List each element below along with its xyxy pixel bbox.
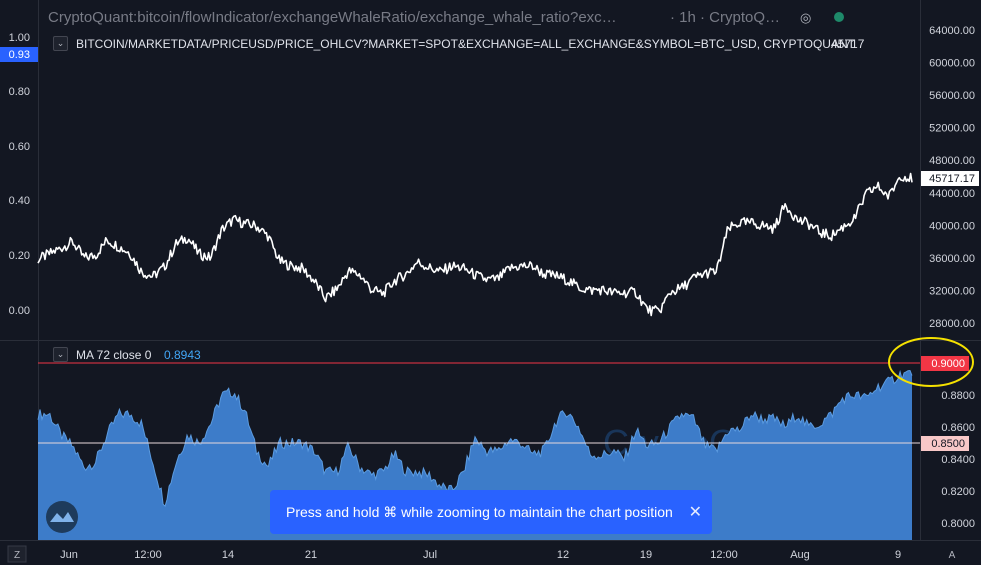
- highlight-circle: [888, 337, 974, 387]
- hline-0.90-label: 0.9000: [931, 358, 965, 370]
- logo-mountain-icon: [50, 512, 74, 522]
- interval-label: · 1h · CryptoQ…: [670, 9, 781, 26]
- left-axis-tick: 0.20: [9, 250, 30, 262]
- ma-legend: MA 72 close 0: [76, 348, 152, 362]
- ratio-axis[interactable]: 0.8800 0.8600 0.8400 0.8200 0.8000: [941, 390, 975, 530]
- status-dot-icon: [834, 12, 844, 22]
- right-scale-badge-label: A: [949, 550, 956, 561]
- left-axis-tick: 1.00: [9, 32, 30, 44]
- ratio-line: [37, 369, 913, 508]
- toast-message: Press and hold ⌘ while zooming to mainta…: [286, 503, 673, 520]
- x-tick: Jun: [60, 549, 78, 561]
- zoom-hint-toast: Press and hold ⌘ while zooming to mainta…: [270, 490, 712, 534]
- price-axis-tick: 40000.00: [929, 220, 975, 232]
- left-axis[interactable]: 1.00 0.80 0.60 0.40 0.20 0.00: [9, 32, 30, 317]
- x-tick: 12:00: [710, 549, 738, 561]
- close-icon[interactable]: ✕: [688, 504, 702, 521]
- x-tick: 12:00: [134, 549, 162, 561]
- ma-legend-value: 0.8943: [164, 348, 201, 362]
- price-axis-tick: 32000.00: [929, 285, 975, 297]
- price-axis-tick: 44000.00: [929, 188, 975, 200]
- x-tick: 19: [640, 549, 652, 561]
- ratio-axis-tick: 0.8200: [941, 486, 975, 498]
- ratio-axis-tick: 0.8600: [941, 422, 975, 434]
- x-tick: 9: [895, 549, 901, 561]
- auto-scale-left-button[interactable]: [7, 545, 27, 563]
- left-axis-tick: 0.60: [9, 141, 30, 153]
- x-tick: Aug: [790, 549, 810, 561]
- price-axis-tick: 48000.00: [929, 155, 975, 167]
- eye-slash-icon[interactable]: ◎: [800, 10, 812, 25]
- hline-0.85-label-bg: [921, 436, 969, 451]
- chevron-down-icon[interactable]: ⌄: [53, 36, 68, 51]
- x-tick: 14: [222, 549, 234, 561]
- ratio-axis-tick: 0.8400: [941, 454, 975, 466]
- cryptoquant-logo[interactable]: [46, 501, 78, 533]
- ratio-axis-tick: 0.8000: [941, 518, 975, 530]
- window-title: CryptoQuant:bitcoin/flowIndicator/exchan…: [48, 9, 617, 26]
- price-pane[interactable]: [37, 172, 913, 317]
- left-axis-tick: 0.00: [9, 305, 30, 317]
- x-tick: 21: [305, 549, 317, 561]
- x-tick: Jul: [423, 549, 437, 561]
- price-last-value: 45717.17: [929, 173, 975, 185]
- ratio-axis-tick: 0.8800: [941, 390, 975, 402]
- price-axis-tick: 28000.00: [929, 318, 975, 330]
- price-series-legend: BITCOIN/MARKETDATA/PRICEUSD/PRICE_OHLCV?…: [76, 37, 855, 51]
- x-tick: 12: [557, 549, 569, 561]
- price-axis-tick: 60000.00: [929, 58, 975, 70]
- left-axis-tick: 0.80: [9, 86, 30, 98]
- hline-0.85-label: 0.8500: [931, 438, 965, 450]
- price-axis[interactable]: 64000.00 60000.00 56000.00 52000.00 48000.00…: [929, 25, 975, 330]
- price-axis-tick: 64000.00: [929, 25, 975, 37]
- left-axis-current-value: 0.93: [9, 49, 30, 61]
- chevron-down-icon[interactable]: ⌄: [53, 347, 68, 362]
- left-axis-tick: 0.40: [9, 195, 30, 207]
- price-axis-tick: 52000.00: [929, 123, 975, 135]
- price-axis-tick: 56000.00: [929, 90, 975, 102]
- price-line: [37, 172, 913, 317]
- price-axis-tick: 36000.00: [929, 253, 975, 265]
- hline-0.90-label-bg: [921, 356, 969, 371]
- price-last-badge: [921, 171, 979, 186]
- time-axis[interactable]: Jun 12:00 14 21 Jul 12 19 12:00 Aug 9: [60, 549, 901, 561]
- left-scale-badge-label: Z: [14, 550, 20, 561]
- left-axis-current-badge: [0, 47, 38, 62]
- price-series-value: 45717: [831, 37, 865, 51]
